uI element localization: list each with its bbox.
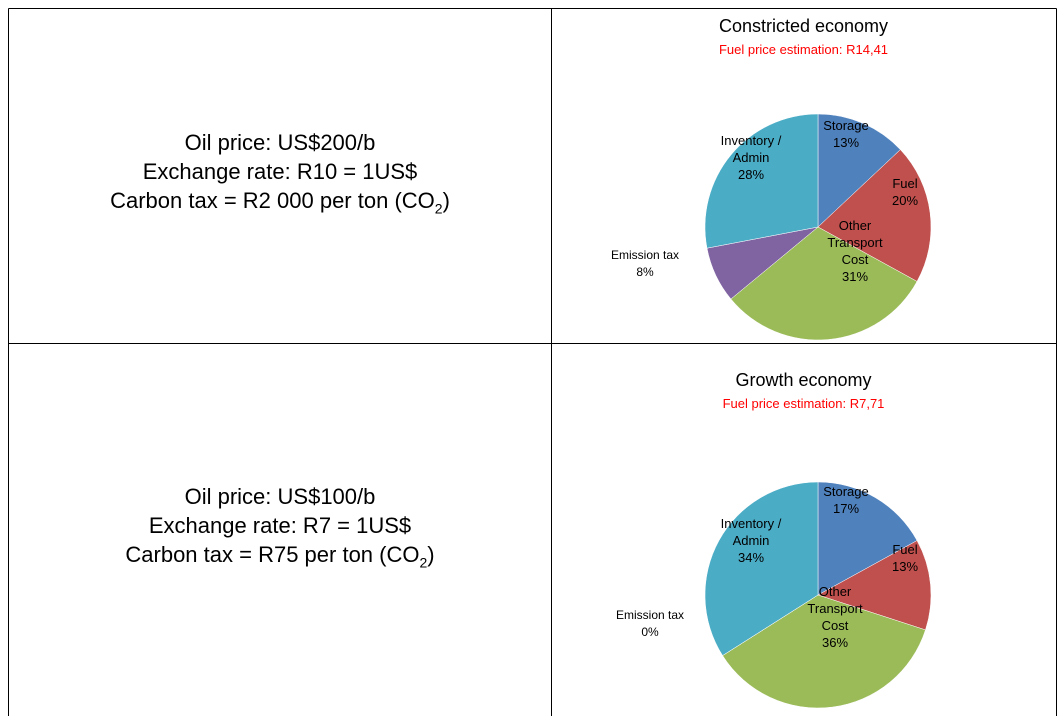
category-label: Inventory / Admin — [720, 133, 782, 165]
value-label: 17% — [832, 501, 860, 516]
pie-slice — [817, 481, 918, 596]
category-label: Emission tax — [615, 608, 685, 622]
text: ) — [427, 542, 435, 568]
slice-label: Storage 13% — [816, 117, 876, 151]
pie-slice — [704, 113, 819, 249]
pie-slice — [817, 540, 932, 631]
pie-slice — [704, 481, 819, 656]
category-label: Inventory / Admin — [720, 516, 782, 548]
slice-label: Other Transport Cost 36% — [795, 583, 875, 651]
value-label: 28% — [737, 167, 765, 182]
category-label: Storage — [823, 484, 869, 499]
text: Carbon tax = R2 000 per ton (CO2) — [110, 186, 450, 223]
slice-label: Emission tax 0% — [605, 607, 695, 641]
slice-label: Storage 17% — [816, 483, 876, 517]
pie-slice — [722, 594, 926, 709]
category-label: Fuel — [892, 542, 918, 557]
text: Oil price: US$100/b — [184, 484, 376, 510]
chart-title: Constricted economy — [718, 16, 889, 36]
slice-label: Fuel 13% — [880, 541, 930, 575]
text: ) — [442, 188, 450, 214]
text: Oil price: US$200/b — [184, 130, 376, 156]
text: Carbon tax = R2 000 per ton (CO — [110, 188, 435, 214]
cell: Oil price: US$100/b Exchange rate: R7 = … — [9, 430, 551, 630]
text: Exchange rate: R10 = 1US$ — [142, 159, 418, 185]
subscript: 2 — [434, 200, 443, 217]
value-label: 8% — [636, 265, 654, 279]
category-label: Emission tax — [610, 248, 680, 262]
chart-subtitle: Fuel price estimation: R7,71 — [722, 396, 885, 411]
text: Carbon tax = R75 per ton (CO2) — [125, 540, 434, 577]
value-label: 13% — [832, 135, 860, 150]
pie-slice — [817, 113, 901, 228]
chart-title: Growth economy — [735, 370, 872, 390]
text: Carbon tax = R75 per ton (CO — [125, 542, 420, 568]
value-label: 36% — [821, 635, 849, 650]
category-label: Storage — [823, 118, 869, 133]
value-label: 31% — [841, 269, 869, 284]
value-label: 34% — [737, 550, 765, 565]
slice-label: Inventory / Admin 34% — [711, 515, 791, 566]
chart-subtitle: Fuel price estimation: R14,41 — [718, 42, 889, 57]
pie-slice — [730, 226, 918, 341]
value-label: 0% — [641, 625, 659, 639]
value-label: 20% — [891, 193, 919, 208]
category-label: Fuel — [892, 176, 918, 191]
category-label: Other Transport Cost — [807, 584, 863, 633]
slice-label: Fuel 20% — [880, 175, 930, 209]
slice-label: Emission tax 8% — [600, 247, 690, 281]
category-label: Other Transport Cost — [827, 218, 883, 267]
text: Exchange rate: R7 = 1US$ — [148, 513, 412, 539]
cell: Oil price: US$200/b Exchange rate: R10 =… — [9, 9, 551, 343]
value-label: 13% — [891, 559, 919, 574]
subscript: 2 — [419, 554, 428, 571]
slice-label: Inventory / Admin 28% — [711, 132, 791, 183]
slice-label: Other Transport Cost 31% — [815, 217, 895, 285]
pie-slice — [817, 149, 932, 282]
